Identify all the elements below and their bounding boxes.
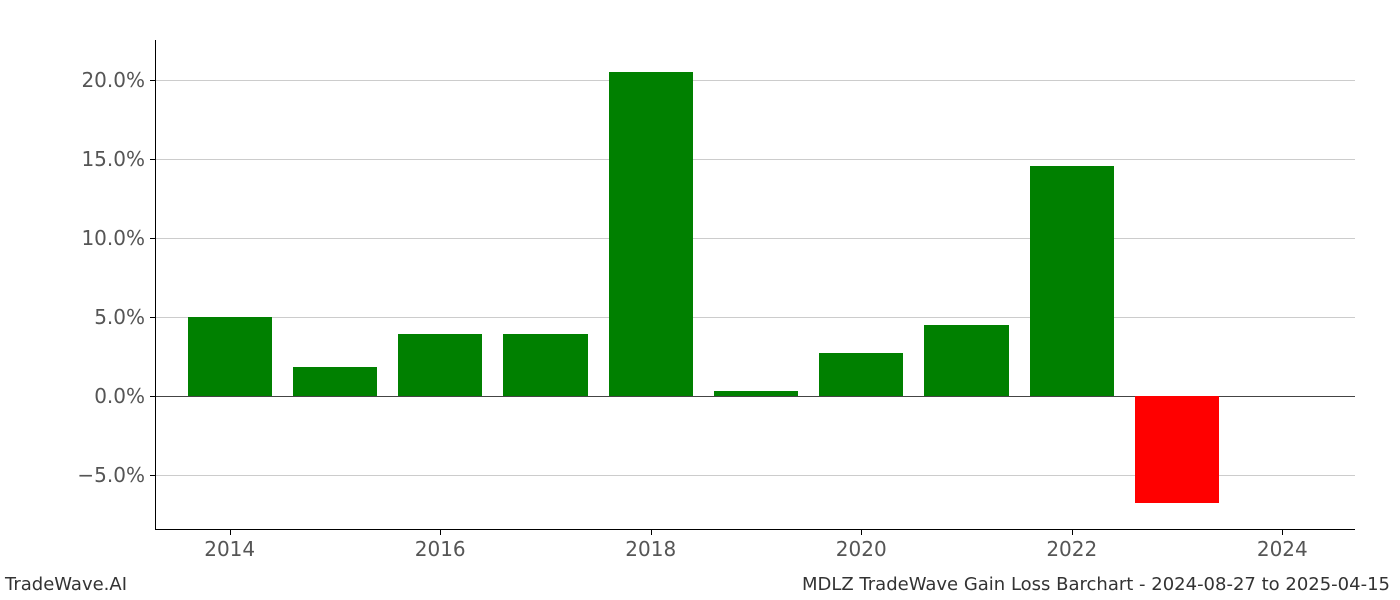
ytick-mark [150,317,156,318]
ytick-label: 20.0% [25,68,145,92]
ytick-label: −5.0% [25,463,145,487]
gain-loss-barchart: 201420162018202020222024 [155,40,1355,530]
xtick-mark [651,529,652,535]
ytick-label: 5.0% [25,305,145,329]
ytick-mark [150,80,156,81]
xtick-label: 2022 [1046,537,1097,561]
ytick-label: 10.0% [25,226,145,250]
bar-2023 [1135,396,1219,503]
ytick-mark [150,475,156,476]
bar-2022 [1030,166,1114,395]
xtick-label: 2024 [1257,537,1308,561]
xtick-label: 2016 [415,537,466,561]
ytick-mark [150,396,156,397]
bar-2021 [924,325,1008,396]
bar-2020 [819,353,903,396]
footer-brand: TradeWave.AI [5,574,127,595]
bar-2015 [293,367,377,395]
ytick-label: 15.0% [25,147,145,171]
xtick-mark [861,529,862,535]
ytick-label: 0.0% [25,384,145,408]
ytick-mark [150,238,156,239]
xtick-mark [440,529,441,535]
bar-2019 [714,391,798,396]
xtick-label: 2014 [204,537,255,561]
gridline [156,317,1355,318]
xtick-mark [1072,529,1073,535]
xtick-label: 2018 [625,537,676,561]
xtick-label: 2020 [836,537,887,561]
xtick-mark [1282,529,1283,535]
footer-caption: MDLZ TradeWave Gain Loss Barchart - 2024… [802,574,1390,595]
gridline [156,238,1355,239]
xtick-mark [230,529,231,535]
gridline [156,159,1355,160]
bar-2016 [398,334,482,396]
bar-2018 [609,72,693,396]
bar-2014 [188,317,272,396]
plot-area: 201420162018202020222024 [155,40,1355,530]
gridline [156,80,1355,81]
ytick-mark [150,159,156,160]
bar-2017 [503,334,587,396]
